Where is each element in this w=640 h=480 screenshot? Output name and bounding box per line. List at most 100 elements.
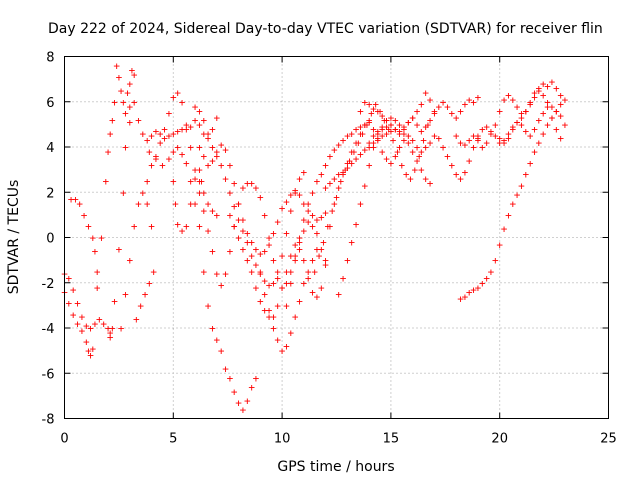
data-point: + <box>392 150 399 163</box>
data-point: + <box>392 114 399 127</box>
data-point: + <box>274 333 281 346</box>
data-point: + <box>283 277 290 290</box>
data-point: + <box>240 182 247 195</box>
data-point: + <box>457 136 464 149</box>
data-point: + <box>540 78 547 91</box>
series-track-w: ++++++++++++++++++ <box>357 87 438 138</box>
data-point: + <box>257 191 264 204</box>
data-point: + <box>322 254 329 267</box>
series-track-c: ++++++++ <box>68 193 101 278</box>
data-point: + <box>353 152 360 165</box>
data-point: + <box>361 143 368 156</box>
data-point: + <box>301 166 308 179</box>
data-point: + <box>218 279 225 292</box>
data-point: + <box>85 345 92 358</box>
data-point: + <box>66 297 73 310</box>
data-point: + <box>192 164 199 177</box>
data-point: + <box>150 265 157 278</box>
y-tick-label: 4 <box>46 141 54 156</box>
data-point: + <box>466 155 473 168</box>
series-track-q: ++++++++++++++++++++ <box>283 116 373 312</box>
series-track-g: ++++++++ <box>118 186 155 335</box>
data-point: + <box>200 204 207 217</box>
data-point: + <box>244 236 251 249</box>
data-point: + <box>544 80 551 93</box>
data-point: + <box>287 189 294 202</box>
data-point: + <box>159 159 166 172</box>
data-point: + <box>466 134 473 147</box>
data-point: + <box>222 268 229 281</box>
data-point: + <box>205 159 212 172</box>
data-point: + <box>253 259 260 272</box>
data-point: + <box>501 222 508 235</box>
y-tick-label: -8 <box>42 413 55 428</box>
data-point: + <box>187 121 194 134</box>
data-point: + <box>287 265 294 278</box>
data-point: + <box>122 288 129 301</box>
data-point: + <box>409 134 416 147</box>
data-point: + <box>346 155 353 168</box>
data-point: + <box>266 311 273 324</box>
data-point: + <box>414 105 421 118</box>
data-point: + <box>383 152 390 165</box>
data-point: + <box>518 112 525 125</box>
data-point: + <box>135 114 142 127</box>
data-point: + <box>314 213 321 226</box>
data-point: + <box>388 125 395 138</box>
data-point: + <box>209 322 216 335</box>
data-point: + <box>183 118 190 131</box>
data-point: + <box>292 186 299 199</box>
data-point: + <box>248 250 255 263</box>
data-point: + <box>92 317 99 330</box>
y-axis-label: SDTVAR / TECUs <box>6 180 22 295</box>
data-point: + <box>368 107 375 120</box>
data-point: + <box>305 272 312 285</box>
data-point: + <box>392 123 399 136</box>
data-point: + <box>496 238 503 251</box>
data-point: + <box>501 93 508 106</box>
data-point: + <box>492 254 499 267</box>
data-point: + <box>331 173 338 186</box>
data-point: + <box>314 243 321 256</box>
data-point: + <box>301 225 308 238</box>
data-point: + <box>531 146 538 159</box>
data-point: + <box>390 134 397 147</box>
series-track-f: +++++++++++++++++++++ <box>126 78 220 148</box>
data-point: + <box>383 114 390 127</box>
data-point: + <box>496 105 503 118</box>
data-point: + <box>536 114 543 127</box>
data-point: + <box>375 125 382 138</box>
series-track-r: +++++++++++++++++++++++++++ <box>311 98 431 278</box>
data-point: + <box>357 198 364 211</box>
data-point: + <box>414 118 421 131</box>
data-point: + <box>187 198 194 211</box>
data-point: + <box>153 152 160 165</box>
data-point: + <box>222 143 229 156</box>
data-point: + <box>470 141 477 154</box>
data-point: + <box>405 116 412 129</box>
data-point: + <box>396 118 403 131</box>
series-track-t: ++++++++++++++++ <box>322 125 394 195</box>
data-point: + <box>287 327 294 340</box>
data-point: + <box>505 209 512 222</box>
data-point: + <box>301 254 308 267</box>
data-point: + <box>131 96 138 109</box>
data-point: + <box>200 127 207 140</box>
data-point: + <box>357 148 364 161</box>
data-point: + <box>314 227 321 240</box>
data-point: + <box>527 96 534 109</box>
data-point: + <box>342 164 349 177</box>
data-point: + <box>187 141 194 154</box>
data-point: + <box>409 112 416 125</box>
data-point: + <box>440 96 447 109</box>
data-point: + <box>174 218 181 231</box>
data-point: + <box>257 265 264 278</box>
data-point: + <box>279 281 286 294</box>
data-point: + <box>344 130 351 143</box>
data-point: + <box>161 132 168 145</box>
data-point: + <box>488 125 495 138</box>
data-point: + <box>183 157 190 170</box>
data-point: + <box>166 152 173 165</box>
data-point: + <box>388 157 395 170</box>
data-point: + <box>83 320 90 333</box>
